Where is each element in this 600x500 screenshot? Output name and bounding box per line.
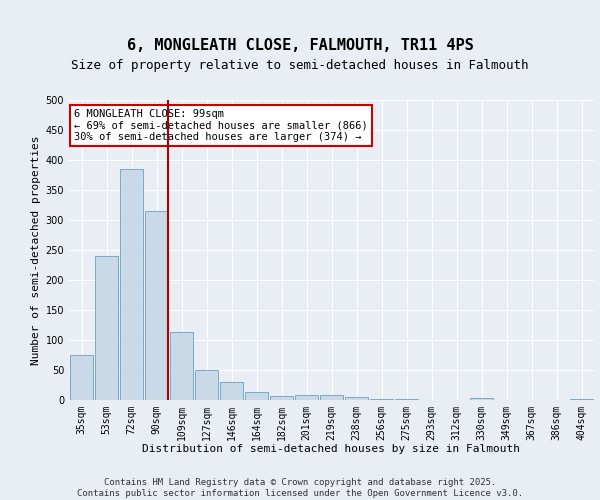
- X-axis label: Distribution of semi-detached houses by size in Falmouth: Distribution of semi-detached houses by …: [143, 444, 521, 454]
- Bar: [170, 332, 193, 400]
- Bar: [320, 395, 343, 400]
- Bar: [345, 397, 368, 400]
- Bar: [70, 355, 93, 400]
- Text: 6, MONGLEATH CLOSE, FALMOUTH, TR11 4PS: 6, MONGLEATH CLOSE, FALMOUTH, TR11 4PS: [127, 38, 473, 52]
- Bar: [570, 399, 593, 400]
- Y-axis label: Number of semi-detached properties: Number of semi-detached properties: [31, 135, 41, 365]
- Bar: [245, 392, 268, 400]
- Text: Size of property relative to semi-detached houses in Falmouth: Size of property relative to semi-detach…: [71, 60, 529, 72]
- Bar: [120, 169, 143, 400]
- Bar: [145, 211, 168, 400]
- Bar: [370, 399, 393, 400]
- Bar: [220, 382, 243, 400]
- Bar: [195, 370, 218, 400]
- Bar: [270, 396, 293, 400]
- Bar: [95, 256, 118, 400]
- Text: 6 MONGLEATH CLOSE: 99sqm
← 69% of semi-detached houses are smaller (866)
30% of : 6 MONGLEATH CLOSE: 99sqm ← 69% of semi-d…: [74, 109, 368, 142]
- Text: Contains HM Land Registry data © Crown copyright and database right 2025.
Contai: Contains HM Land Registry data © Crown c…: [77, 478, 523, 498]
- Bar: [295, 395, 318, 400]
- Bar: [470, 398, 493, 400]
